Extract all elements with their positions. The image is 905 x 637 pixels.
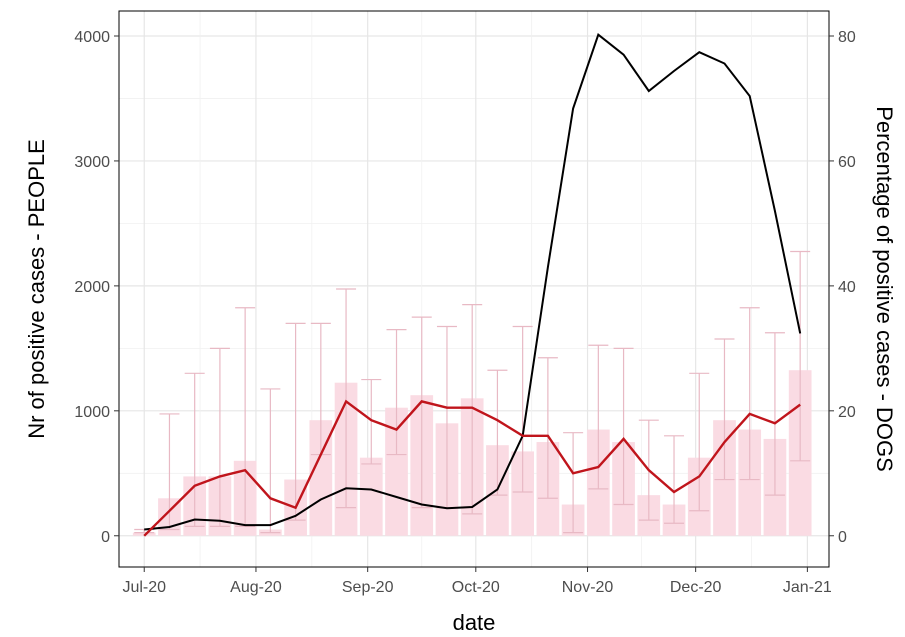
y-right-tick-label: 80 [838,29,856,46]
y-right-tick-label: 60 [838,154,856,171]
x-tick-label: Jul-20 [122,579,166,596]
error-bars [134,250,811,534]
x-tick-label: Aug-20 [230,579,282,596]
x-tick-labels: Jul-20 Aug-20 Sep-20 Oct-20 Nov-20 Dec-20 Jan-… [122,579,831,596]
y-left-tick-label: 4000 [74,29,110,46]
dogs-percentage-line [143,399,801,537]
x-tick-label: Dec-20 [670,579,722,596]
y-left-tick-label: 0 [101,529,110,546]
y-right-axis-title: Percentage of positive cases - DOGS [872,106,897,472]
x-tick-label: Jan-21 [783,579,832,596]
bar [359,457,383,536]
x-axis-title: date [453,610,496,635]
x-tick-label: Nov-20 [562,579,614,596]
bar [738,429,762,536]
panel-border [118,10,830,568]
tick-marks [114,35,834,572]
y-left-tick-label: 3000 [74,154,110,171]
y-left-tick-label: 1000 [74,404,110,421]
y-left-tick-labels: 0 1000 2000 3000 4000 [74,29,110,546]
people-cases-line [144,33,802,531]
bar [309,420,333,536]
y-left-tick-label: 2000 [74,279,110,296]
x-tick-label: Oct-20 [452,579,500,596]
y-right-tick-label: 20 [838,404,856,421]
y-right-tick-label: 0 [838,529,847,546]
y-right-tick-label: 40 [838,279,856,296]
bar [511,451,535,536]
x-tick-label: Sep-20 [342,579,394,596]
y-left-axis-title: Nr of positive cases - PEOPLE [24,139,49,439]
y-right-tick-labels: 0 20 40 60 80 [838,29,856,546]
bar [385,407,408,536]
